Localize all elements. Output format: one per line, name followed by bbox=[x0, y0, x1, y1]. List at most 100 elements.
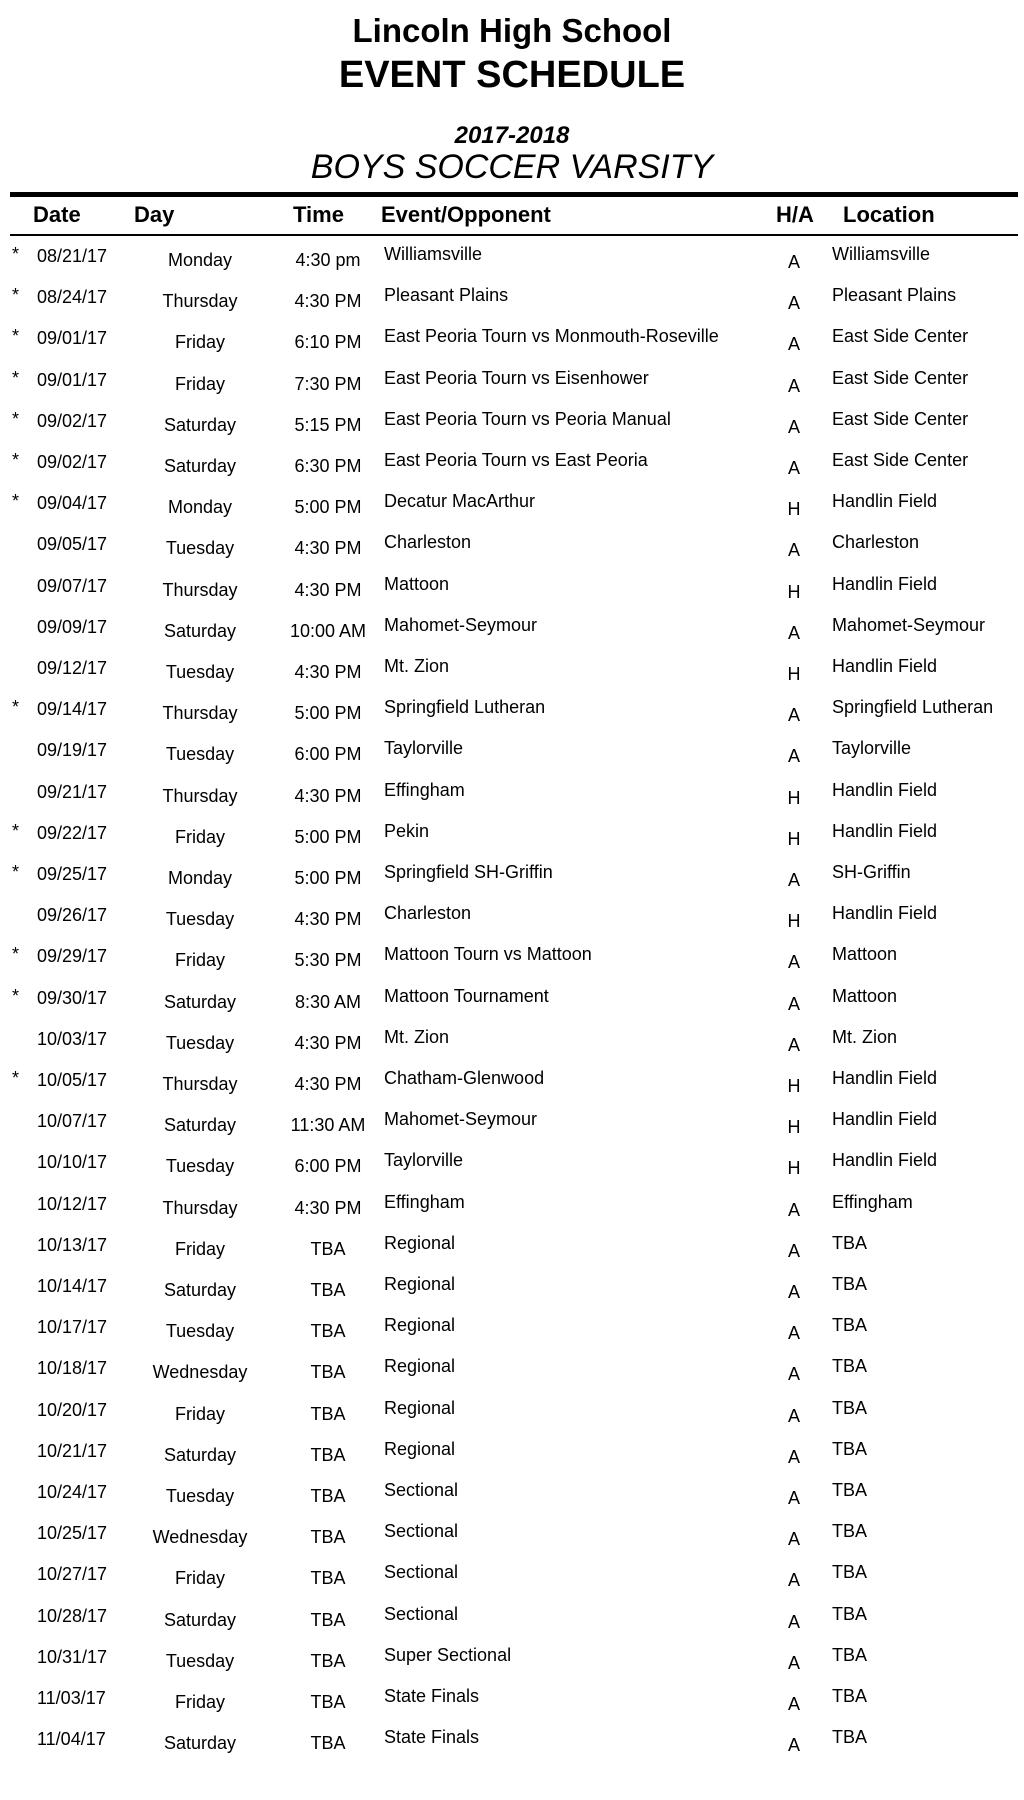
row-location: East Side Center bbox=[832, 326, 969, 347]
row-event: Mahomet-Seymour bbox=[384, 1109, 538, 1130]
row-location: TBA bbox=[832, 1686, 868, 1706]
row-day: Friday bbox=[174, 373, 225, 394]
row-event: Effingham bbox=[384, 779, 465, 800]
row-time: TBA bbox=[310, 1609, 346, 1630]
row-location: TBA bbox=[832, 1644, 868, 1665]
row-time: 4:30 PM bbox=[294, 1032, 362, 1053]
row-date: 09/02/17 bbox=[37, 452, 108, 472]
row-event: East Peoria Tourn vs East Peoria bbox=[384, 450, 648, 470]
row-date: 10/18/17 bbox=[37, 1358, 108, 1379]
row-location: SH-Griffin bbox=[832, 862, 911, 882]
row-home-away: A bbox=[787, 993, 800, 1014]
table-row: 09/21/17 Thursday 4:30 PM Effingham H Handlin… bbox=[0, 780, 1024, 821]
row-home-away: H bbox=[787, 828, 801, 849]
row-location: Mahomet-Seymour bbox=[832, 614, 986, 635]
row-day: Saturday bbox=[163, 1444, 237, 1465]
row-time: 5:00 PM bbox=[294, 497, 362, 518]
row-date: 09/21/17 bbox=[37, 781, 108, 802]
column-header-location: Location bbox=[843, 202, 935, 227]
table-row: * 09/04/17 Monday 5:00 PM Decatur MacArthur H… bbox=[0, 491, 1024, 532]
column-header-event: Event/Opponent bbox=[381, 202, 551, 227]
row-date: 09/22/17 bbox=[37, 822, 108, 843]
row-location: TBA bbox=[832, 1480, 868, 1500]
row-date: 09/12/17 bbox=[37, 658, 108, 678]
row-home-away: A bbox=[787, 1240, 800, 1261]
table-row: 10/27/17 Friday TBA Sectional A TBA bbox=[0, 1562, 1024, 1603]
table-row: * 09/02/17 Saturday 6:30 PM East Peoria Tour… bbox=[0, 450, 1024, 491]
row-time: 5:00 PM bbox=[294, 703, 362, 724]
row-time: 5:30 PM bbox=[294, 950, 362, 971]
conference-marker: * bbox=[12, 1068, 20, 1088]
row-location: Handlin Field bbox=[832, 903, 938, 924]
row-home-away: A bbox=[787, 1570, 800, 1591]
row-event: Charleston bbox=[384, 903, 472, 924]
row-event: Sectional bbox=[384, 1562, 459, 1583]
row-event: Pleasant Plains bbox=[384, 285, 509, 306]
table-row: 10/12/17 Thursday 4:30 PM Effingham A Effingh… bbox=[0, 1192, 1024, 1233]
row-time: 4:30 PM bbox=[294, 909, 362, 930]
row-day: Friday bbox=[174, 826, 225, 847]
row-date: 09/02/17 bbox=[37, 410, 108, 431]
row-event: Effingham bbox=[384, 1191, 465, 1212]
column-header-day: Day bbox=[134, 202, 175, 227]
row-location: Handlin Field bbox=[832, 820, 938, 841]
page-title: EVENT SCHEDULE bbox=[338, 54, 686, 96]
row-location: TBA bbox=[832, 1438, 868, 1459]
table-row: * 08/21/17 Monday 4:30 pm Williamsville A Will… bbox=[0, 244, 1024, 285]
row-home-away: A bbox=[787, 334, 800, 355]
row-time: TBA bbox=[310, 1444, 346, 1465]
row-time: TBA bbox=[310, 1362, 346, 1383]
row-home-away: A bbox=[787, 375, 800, 396]
row-date: 10/07/17 bbox=[37, 1111, 108, 1132]
row-day: Wednesday bbox=[152, 1527, 248, 1548]
row-event: Mt. Zion bbox=[384, 1026, 450, 1047]
row-home-away: A bbox=[787, 1694, 800, 1714]
row-home-away: H bbox=[787, 1117, 801, 1138]
row-time: TBA bbox=[310, 1733, 346, 1754]
row-date: 10/20/17 bbox=[37, 1399, 108, 1420]
conference-marker: * bbox=[12, 408, 20, 429]
row-home-away: A bbox=[787, 1282, 800, 1302]
row-day: Thursday bbox=[162, 1074, 238, 1094]
row-time: 5:00 PM bbox=[294, 826, 362, 847]
row-time: 4:30 PM bbox=[294, 1074, 362, 1094]
table-row: * 09/14/17 Thursday 5:00 PM Springfield Luth… bbox=[0, 697, 1024, 738]
table-row: 09/19/17 Tuesday 6:00 PM Taylorville A Taylor… bbox=[0, 738, 1024, 779]
row-time: 4:30 PM bbox=[294, 785, 362, 806]
row-location: TBA bbox=[832, 1562, 868, 1583]
row-day: Saturday bbox=[163, 620, 237, 641]
row-home-away: H bbox=[787, 499, 801, 520]
row-location: Handlin Field bbox=[832, 779, 938, 800]
row-event: Sectional bbox=[384, 1521, 459, 1542]
row-day: Tuesday bbox=[165, 1156, 235, 1177]
row-day: Saturday bbox=[163, 456, 237, 476]
table-row: * 09/29/17 Friday 5:30 PM Mattoon Tourn vs M… bbox=[0, 944, 1024, 985]
row-event: Charleston bbox=[384, 532, 472, 553]
table-row: 09/05/17 Tuesday 4:30 PM Charleston A Charles… bbox=[0, 532, 1024, 573]
row-home-away: A bbox=[787, 1199, 800, 1220]
row-event: Regional bbox=[384, 1232, 456, 1253]
row-home-away: A bbox=[787, 252, 800, 272]
row-event: Springfield SH-Griffin bbox=[384, 862, 553, 882]
table-row: 09/26/17 Tuesday 4:30 PM Charleston H Handlin… bbox=[0, 903, 1024, 944]
row-date: 09/25/17 bbox=[37, 864, 108, 884]
row-date: 09/01/17 bbox=[37, 369, 108, 390]
row-home-away: H bbox=[787, 787, 801, 808]
table-row: * 08/24/17 Thursday 4:30 PM Pleasant Plains A… bbox=[0, 285, 1024, 326]
row-date: 08/21/17 bbox=[37, 246, 108, 266]
row-home-away: A bbox=[787, 1652, 800, 1673]
row-time: 4:30 PM bbox=[294, 291, 362, 312]
row-location: Handlin Field bbox=[832, 1150, 938, 1171]
row-home-away: H bbox=[787, 1158, 801, 1179]
season-year: 2017-2018 bbox=[454, 122, 570, 149]
row-location: Effingham bbox=[832, 1191, 913, 1212]
row-day: Monday bbox=[167, 497, 233, 518]
conference-marker: * bbox=[12, 820, 20, 841]
conference-marker: * bbox=[12, 450, 20, 470]
conference-marker: * bbox=[12, 491, 20, 512]
row-event: Mt. Zion bbox=[384, 656, 450, 676]
table-row: 10/28/17 Saturday TBA Sectional A TBA bbox=[0, 1604, 1024, 1645]
row-event: Springfield Lutheran bbox=[384, 697, 546, 718]
conference-marker: * bbox=[12, 244, 20, 264]
row-day: Thursday bbox=[162, 291, 238, 312]
